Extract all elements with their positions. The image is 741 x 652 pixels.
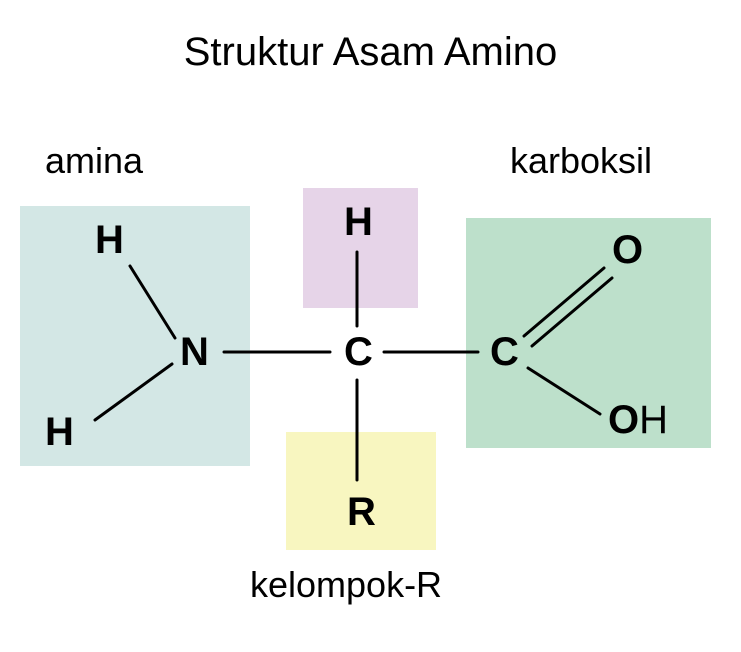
atom-oh: OH [608,398,668,443]
atom-c-alpha: C [344,330,373,375]
diagram-title: Struktur Asam Amino [0,30,741,75]
atom-r: R [347,490,376,535]
atom-c-carboxyl: C [490,330,519,375]
atom-h-amine-bottom: H [45,410,74,455]
atom-h-alpha: H [344,200,373,245]
diagram-stage: Struktur Asam Amino amina karboksil kelo… [0,0,741,652]
atom-n: N [180,330,209,375]
atom-o: O [612,228,643,273]
amina-label: amina [45,140,143,182]
karboksil-label: karboksil [510,140,652,182]
atom-h-amine-top: H [95,218,124,263]
kelompok-r-label: kelompok-R [250,564,442,606]
